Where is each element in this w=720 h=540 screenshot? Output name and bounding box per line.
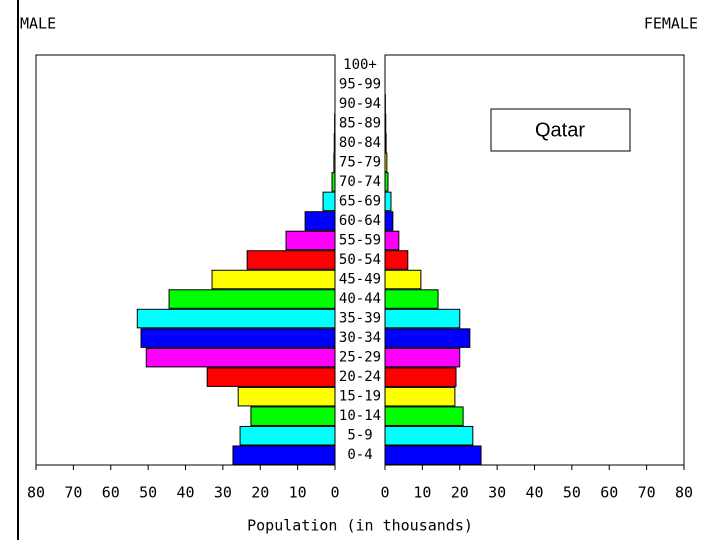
female-bar (384, 367, 457, 387)
age-label: 80-84 (339, 135, 381, 151)
age-label: 50-54 (339, 252, 381, 268)
annotation-box (490, 108, 631, 152)
x-tick-label: 80 (27, 484, 45, 502)
female-bar (384, 347, 461, 368)
male-bar (232, 445, 336, 466)
female-bar (384, 406, 464, 426)
female-bar (384, 445, 482, 466)
male-bar (239, 425, 336, 446)
age-label: 25-29 (339, 350, 381, 366)
male-bar (168, 289, 336, 309)
x-tick-label: 60 (600, 484, 618, 502)
male-bar (333, 152, 336, 173)
female-bar (384, 172, 389, 192)
age-label: 95-99 (339, 76, 381, 92)
male-bar (250, 406, 336, 426)
x-tick-label: 10 (289, 484, 307, 502)
x-tick-label: 50 (139, 484, 157, 502)
female-bar (384, 191, 392, 212)
age-label: 30-34 (339, 330, 381, 346)
x-tick-label: 0 (330, 484, 339, 502)
age-label: 0-4 (347, 447, 372, 463)
age-label: 5-9 (347, 428, 372, 444)
x-tick-label: 0 (380, 484, 389, 502)
age-label: 75-79 (339, 154, 381, 170)
x-tick-label: 80 (675, 484, 693, 502)
male-bar (136, 308, 336, 329)
annotation: Qatar (535, 119, 585, 141)
age-label: 65-69 (339, 193, 381, 209)
male-bar (331, 172, 336, 192)
female-bar (384, 152, 388, 173)
age-label: 35-39 (339, 311, 381, 327)
age-label: 15-19 (339, 389, 381, 405)
x-tick-label: 60 (102, 484, 120, 502)
x-tick-label: 70 (638, 484, 656, 502)
age-label: 20-24 (339, 369, 381, 385)
x-tick-label: 40 (176, 484, 194, 502)
x-tick-label: 20 (251, 484, 269, 502)
x-tick-label: 10 (413, 484, 431, 502)
male-bar (333, 133, 336, 153)
male-bar (206, 367, 336, 387)
male-bar (322, 191, 336, 212)
male-bar (246, 250, 336, 270)
female-label: FEMALE (644, 15, 698, 33)
female-bar (384, 328, 471, 348)
male-bar (285, 230, 336, 251)
age-label: 60-64 (339, 213, 381, 229)
female-bar (384, 308, 461, 329)
female-bar (384, 250, 409, 270)
x-tick-label: 40 (525, 484, 543, 502)
male-bar (140, 328, 336, 348)
age-label: 70-74 (339, 174, 381, 190)
age-label: 10-14 (339, 408, 381, 424)
female-bar (384, 269, 422, 290)
male-bar (211, 269, 336, 290)
female-bar (384, 133, 387, 153)
female-bar (384, 113, 387, 134)
female-bar (384, 289, 439, 309)
age-label: 45-49 (339, 272, 381, 288)
female-bar (384, 230, 400, 251)
x-axis-label: Population (in thousands) (247, 517, 473, 535)
female-bar (384, 425, 474, 446)
age-label: 55-59 (339, 232, 381, 248)
female-bar (384, 386, 456, 407)
x-tick-label: 30 (214, 484, 232, 502)
male-bar (304, 211, 336, 231)
male-bar (237, 386, 336, 407)
female-bar (384, 211, 394, 231)
x-tick-label: 70 (64, 484, 82, 502)
x-tick-label: 20 (451, 484, 469, 502)
age-label: 40-44 (339, 291, 381, 307)
age-label: 85-89 (339, 115, 381, 131)
age-label: 90-94 (339, 96, 381, 112)
x-tick-label: 30 (488, 484, 506, 502)
male-label: MALE (20, 15, 56, 33)
x-tick-label: 50 (563, 484, 581, 502)
age-label: 100+ (343, 57, 377, 73)
male-bar (145, 347, 336, 368)
